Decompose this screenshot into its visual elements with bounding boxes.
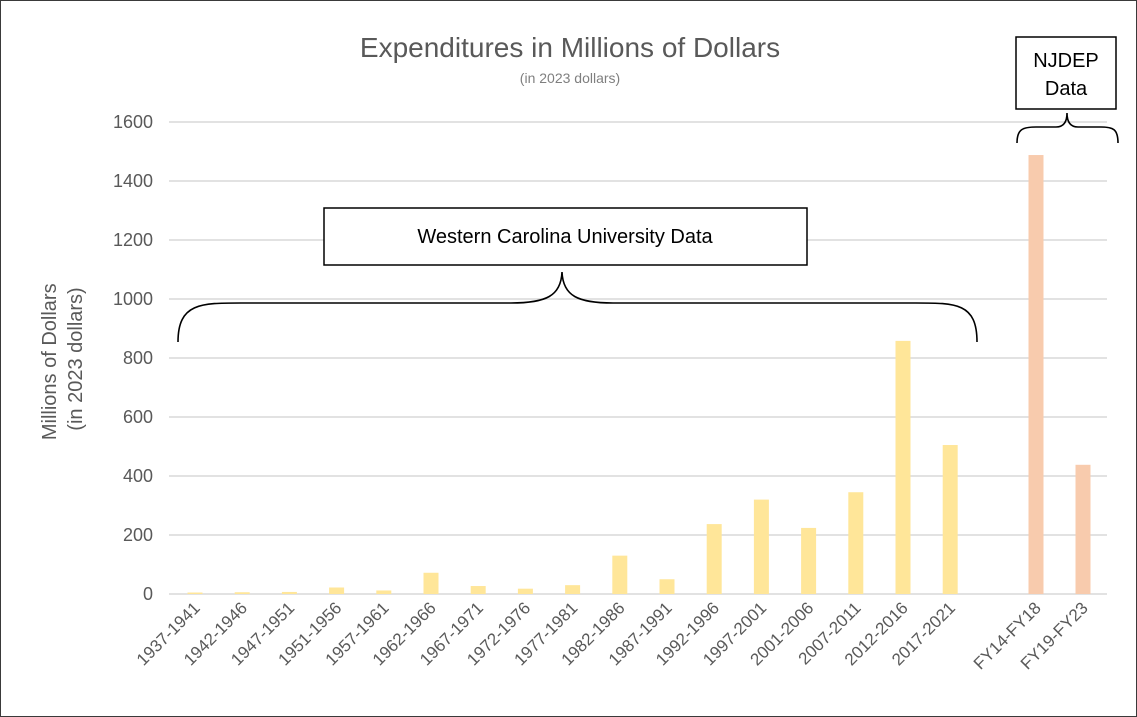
njdep-annotation-label-line-2: Data [1045,78,1088,100]
bar-FY14-FY18 [1028,155,1044,595]
bar-1997-2001 [753,499,769,594]
wcu-annotation: Western Carolina University Data [177,207,978,343]
bar-FY19-FY23 [1075,464,1091,594]
y-tick-label: 0 [143,584,153,604]
bar-1972-1976 [517,588,533,594]
bars [187,155,1091,595]
bar-1942-1946 [234,592,250,594]
wcu-annotation-box [323,207,808,266]
gridlines [169,121,1107,595]
njdep-annotation-label-line-1: NJDEP [1033,50,1099,72]
chart-title: Expenditures in Millions of Dollars [360,32,780,63]
njdep-annotation-box [1015,36,1117,110]
y-tick-label: 1000 [113,289,153,309]
y-tick-label: 1400 [113,171,153,191]
wcu-annotation-label: Western Carolina University Data [417,226,713,248]
bar-2012-2016 [895,340,911,594]
bar-1977-1981 [565,585,581,594]
bar-2001-2006 [801,527,817,594]
njdep-bracket [1016,112,1119,144]
y-axis-label: Millions of Dollars (in 2023 dollars) [39,278,87,440]
bar-1967-1971 [470,586,486,594]
bar-1937-1941 [187,592,203,594]
bar-1982-1986 [612,555,628,594]
wcu-bracket [177,271,978,343]
bar-1957-1961 [376,590,392,594]
y-axis-label-line-1: Millions of Dollars [39,283,61,440]
bar-1962-1966 [423,572,439,594]
njdep-annotation: NJDEP Data [1015,36,1119,144]
y-tick-label: 1600 [113,112,153,132]
y-tick-label: 400 [123,466,153,486]
x-axis-ticks: 1937-19411942-19461947-19511951-19561957… [133,598,1092,673]
chart-subtitle: (in 2023 dollars) [520,70,620,86]
y-tick-label: 200 [123,525,153,545]
y-axis-label-line-2: (in 2023 dollars) [65,287,87,430]
bar-1987-1991 [659,579,675,594]
y-tick-label: 600 [123,407,153,427]
bar-1947-1951 [281,591,297,594]
y-tick-label: 800 [123,348,153,368]
bar-2017-2021 [942,445,958,594]
bar-2007-2011 [848,492,864,594]
bar-1951-1956 [329,587,345,594]
bar-1992-1996 [706,524,722,594]
y-axis-ticks: 0 200 400 600 800 1000 1200 1400 1600 [113,112,153,604]
y-tick-label: 1200 [113,230,153,250]
